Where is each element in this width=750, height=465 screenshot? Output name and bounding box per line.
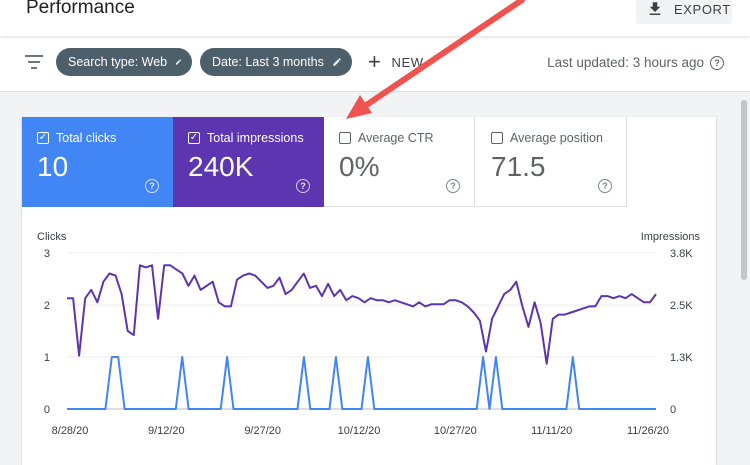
y-axis-label-left: Clicks: [37, 231, 67, 243]
help-icon[interactable]: ?: [145, 179, 159, 193]
search-type-label: Search type: Web: [68, 55, 168, 69]
chart-tick-labels: 3 3.8K2 2.5K1 1.3K0 08/28/20 9/12/20 9/27/20 10…: [44, 248, 693, 437]
y-tick-right: 3.8K: [670, 248, 693, 260]
y-tick-right: 2.5K: [670, 300, 693, 312]
new-filter-button[interactable]: + NEW: [368, 48, 424, 76]
checkbox-checked-icon[interactable]: ✓: [37, 132, 49, 144]
date-chip[interactable]: Date: Last 3 months: [200, 48, 352, 76]
x-tick-label: 9/12/20: [148, 425, 185, 437]
scrollbar[interactable]: [738, 96, 750, 465]
edit-icon: [175, 59, 182, 65]
metric-label: Average CTR: [358, 131, 434, 145]
last-updated: Last updated: 3 hours ago ?: [547, 55, 724, 70]
impressions-series-line: [67, 264, 657, 365]
y-tick-left: 3: [44, 248, 50, 260]
metric-value: 71.5: [491, 151, 546, 182]
x-tick-label: 11/11/20: [531, 425, 572, 437]
x-tick-label: 10/12/20: [338, 425, 381, 437]
x-tick-label: 8/28/20: [52, 425, 89, 437]
plus-icon: +: [368, 49, 382, 74]
filter-bar: Search type: Web Date: Last 3 months + N…: [0, 36, 750, 92]
y-axis-label-right: Impressions: [641, 231, 701, 243]
help-icon[interactable]: ?: [710, 55, 724, 70]
metric-label: Total impressions: [207, 131, 304, 145]
filter-icon[interactable]: [24, 54, 44, 70]
date-label: Date: Last 3 months: [212, 55, 324, 69]
help-icon[interactable]: ?: [446, 179, 460, 193]
top-bar: Performance EXPORT: [0, 0, 750, 36]
y-tick-left: 2: [44, 300, 50, 312]
last-updated-text: Last updated: 3 hours ago: [547, 55, 704, 70]
checkbox-unchecked-icon[interactable]: [339, 132, 351, 144]
y-tick-left: 1: [44, 352, 50, 364]
metric-total-clicks[interactable]: ✓ Total clicks 10 ?: [22, 117, 173, 207]
checkbox-checked-icon[interactable]: ✓: [188, 132, 200, 144]
metric-average-ctr[interactable]: Average CTR 0% ?: [324, 117, 475, 207]
x-tick-label: 9/27/20: [244, 425, 281, 437]
chart-gridlines: [67, 252, 656, 410]
download-icon: [649, 2, 661, 15]
new-label: NEW: [391, 54, 424, 70]
y-tick-left: 0: [44, 404, 50, 416]
metric-label: Total clicks: [56, 131, 117, 145]
chart-series: [67, 264, 657, 410]
help-icon[interactable]: ?: [296, 179, 310, 193]
metric-average-position[interactable]: Average position 71.5 ?: [476, 117, 627, 207]
y-tick-right: 1.3K: [670, 352, 693, 364]
checkbox-unchecked-icon[interactable]: [491, 132, 503, 144]
y-tick-right: 0: [670, 404, 676, 416]
x-tick-label: 11/26/20: [627, 425, 669, 437]
x-tick-label: 10/27/20: [434, 425, 477, 437]
scroll-thumb[interactable]: [741, 100, 747, 280]
search-type-chip[interactable]: Search type: Web: [56, 48, 192, 76]
metric-label: Average position: [510, 131, 603, 145]
export-button[interactable]: EXPORT: [636, 0, 732, 24]
metric-value: 0%: [339, 151, 380, 182]
export-label: EXPORT: [674, 1, 731, 17]
help-icon[interactable]: ?: [598, 179, 612, 193]
edit-icon: [333, 58, 341, 66]
metric-value: 10: [37, 151, 69, 182]
page-title: Performance: [26, 0, 135, 18]
clicks-series-line: [67, 356, 656, 410]
metric-value: 240K: [188, 151, 254, 182]
performance-chart: Clicks Impressions 3 3.8K2 2.5K1 1.3K0 08/28…: [37, 231, 701, 437]
metric-total-impressions[interactable]: ✓ Total impressions 240K ?: [173, 117, 324, 207]
